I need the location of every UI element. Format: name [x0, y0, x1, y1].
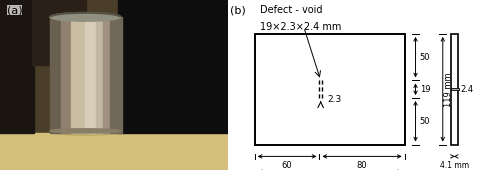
Bar — [92, 17, 97, 133]
Text: 60: 60 — [282, 162, 292, 170]
Bar — [60, 17, 66, 133]
Text: 19×2.3×2.4 mm: 19×2.3×2.4 mm — [260, 22, 342, 32]
Bar — [32, 0, 86, 65]
Bar — [117, 17, 121, 133]
Bar — [82, 17, 86, 133]
Bar — [451, 34, 458, 144]
Ellipse shape — [54, 128, 117, 135]
Bar — [74, 17, 80, 133]
Text: 50: 50 — [420, 53, 430, 62]
Bar — [0, 0, 34, 133]
Bar — [64, 17, 69, 133]
Ellipse shape — [50, 13, 120, 21]
Bar — [78, 17, 83, 133]
Text: 2.4: 2.4 — [460, 85, 473, 94]
Ellipse shape — [50, 129, 120, 133]
Text: Defect - void: Defect - void — [260, 5, 322, 15]
Bar — [110, 17, 114, 133]
Bar — [100, 17, 104, 133]
Bar — [451, 88, 459, 90]
Text: (b): (b) — [230, 5, 246, 15]
Bar — [255, 34, 404, 144]
Bar — [54, 17, 58, 133]
Bar — [103, 17, 108, 133]
Bar — [71, 17, 76, 133]
Text: 19: 19 — [420, 85, 430, 94]
Bar — [89, 17, 94, 133]
Text: 4.1 mm: 4.1 mm — [440, 162, 469, 170]
Text: 2.3: 2.3 — [328, 95, 342, 104]
Bar — [57, 17, 62, 133]
Bar — [0, 133, 228, 170]
Bar — [50, 17, 54, 133]
Bar — [106, 17, 111, 133]
Bar — [86, 17, 90, 133]
Text: 50: 50 — [420, 117, 430, 126]
Text: (a): (a) — [7, 5, 22, 15]
Bar — [114, 17, 118, 133]
Text: 80: 80 — [356, 162, 368, 170]
Bar — [68, 17, 72, 133]
Bar — [96, 17, 100, 133]
Bar — [118, 0, 228, 133]
Text: 119 mm: 119 mm — [444, 72, 453, 107]
